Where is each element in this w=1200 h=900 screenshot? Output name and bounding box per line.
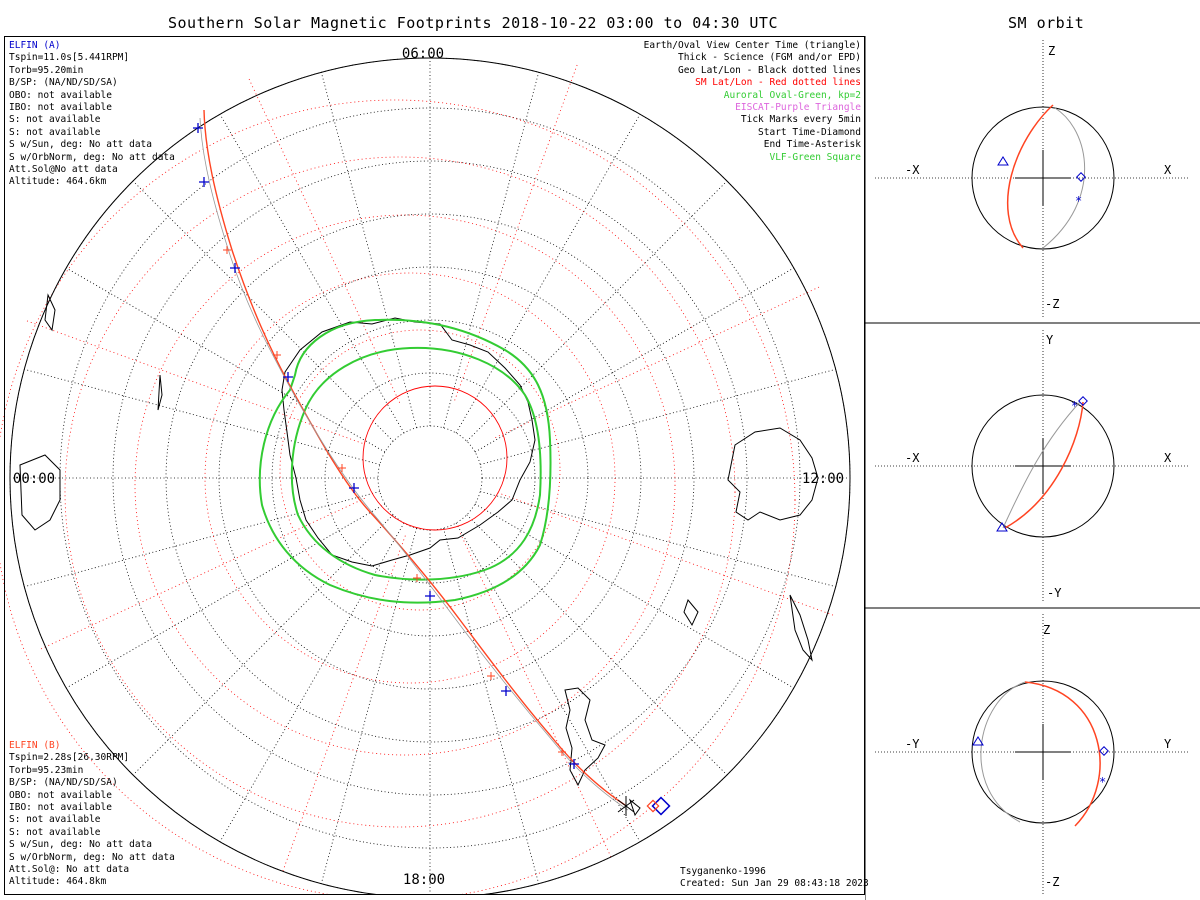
orbit-title: SM orbit	[1008, 14, 1085, 32]
elfin-b-line: S: not available	[9, 826, 101, 838]
panel3-left: -Y	[905, 737, 920, 751]
mlt-label-bottom: 18:00	[403, 872, 445, 888]
footprint-map: 06:00 00:00 12:00 18:00	[0, 46, 851, 895]
svg-text:*: *	[1071, 399, 1078, 413]
elfin-b-info: ELFIN (B) Tspin=2.28s[26.30RPM] Torb=95.…	[9, 740, 175, 889]
legend-item: Tick Marks every 5min	[740, 114, 861, 126]
created-label: Created: Sun Jan 29 08:43:18 2023	[680, 878, 869, 890]
elfin-a-line: S: not available	[9, 114, 101, 126]
legend-item: Geo Lat/Lon - Black dotted lines	[677, 64, 861, 76]
legend-item: Auroral Oval-Green, kp=2	[723, 89, 861, 101]
panel2-left: -X	[905, 451, 920, 465]
elfin-b-line: S w/OrbNorm, deg: No att data	[9, 851, 175, 863]
panel2-bottom: -Y	[1047, 586, 1062, 600]
legend-item: Thick - Science (FGM and/or EPD)	[677, 52, 861, 64]
elfin-a-line: S: not available	[9, 126, 101, 138]
mlt-label-top: 06:00	[402, 46, 444, 62]
elfin-a-line: S w/OrbNorm, deg: No att data	[9, 151, 175, 163]
elfin-b-line: Altitude: 464.8km	[9, 876, 107, 888]
panel3-top: Z	[1043, 623, 1050, 637]
elfin-a-line: Tspin=11.0s[5.441RPM]	[9, 52, 130, 64]
elfin-b-line: Tspin=2.28s[26.30RPM]	[9, 752, 130, 764]
legend-item: End Time-Asterisk	[763, 139, 861, 151]
elfin-a-line: Att.Sol@No att data	[9, 164, 118, 176]
sm-grid	[0, 63, 835, 895]
panel1-right: X	[1164, 163, 1172, 177]
mlt-label-left: 00:00	[13, 471, 55, 487]
orbit-panel-xy: * Y -Y -X X	[875, 330, 1190, 603]
elfin-a-line: OBO: not available	[9, 89, 112, 101]
elfin-b-line: IBO: not available	[9, 802, 112, 814]
legend-item: SM Lat/Lon - Red dotted lines	[695, 77, 861, 89]
orbit-panels: * Z -Z -X X * Y -Y -X X * Z -Z -Y	[865, 36, 1200, 900]
elfin-a-line: IBO: not available	[9, 102, 112, 114]
elfin-a-track	[199, 117, 629, 811]
elfin-b-line: S w/Sun, deg: No att data	[9, 839, 152, 851]
panel3-right: Y	[1164, 737, 1172, 751]
elfin-b-line: OBO: not available	[9, 789, 112, 801]
legend: Earth/Oval View Center Time (triangle) T…	[644, 40, 861, 164]
elfin-a-line: S w/Sun, deg: No att data	[9, 139, 152, 151]
elfin-b-track	[203, 109, 626, 806]
elfin-b-line: S: not available	[9, 814, 101, 826]
panel2-right: X	[1164, 451, 1172, 465]
mlt-label-right: 12:00	[802, 471, 844, 487]
elfin-a-line: Torb=95.20min	[9, 64, 84, 76]
legend-item: EISCAT-Purple Triangle	[735, 102, 861, 114]
elfin-b-name: ELFIN (B)	[9, 740, 61, 751]
model-label: Tsyganenko-1996	[680, 866, 766, 877]
elfin-b-ticks	[223, 246, 566, 756]
elfin-b-line: Att.Sol@: No att data	[9, 864, 130, 876]
panel3-bottom: -Z	[1045, 875, 1059, 889]
panel1-bottom: -Z	[1045, 297, 1059, 311]
legend-item: Earth/Oval View Center Time (triangle)	[643, 40, 861, 51]
elfin-a-line: Altitude: 464.6km	[9, 176, 107, 188]
elfin-b-line: Torb=95.23min	[9, 764, 84, 776]
elfin-a-info: ELFIN (A) Tspin=11.0s[5.441RPM] Torb=95.…	[9, 40, 175, 189]
panel1-left: -X	[905, 163, 920, 177]
footer: Tsyganenko-1996 Created: Sun Jan 29 08:4…	[680, 866, 869, 891]
orbit-panel-yz: * Z -Z -Y Y	[875, 614, 1190, 895]
elfin-a-line: B/SP: (NA/ND/SD/SA)	[9, 77, 118, 89]
legend-item: VLF-Green Square	[769, 151, 861, 163]
panel2-top: Y	[1046, 333, 1054, 347]
elfin-a-name: ELFIN (A)	[9, 40, 61, 51]
auroral-oval	[258, 318, 552, 604]
legend-item: Start Time-Diamond	[758, 126, 861, 138]
panel1-top: Z	[1048, 44, 1055, 58]
orbit-panel-xz: * Z -Z -X X	[875, 40, 1190, 318]
page-title: Southern Solar Magnetic Footprints 2018-…	[168, 14, 778, 32]
end-asterisk	[617, 796, 635, 816]
start-diamond	[646, 796, 671, 816]
elfin-a-ticks	[193, 123, 579, 769]
svg-text:*: *	[1099, 775, 1106, 789]
elfin-b-line: B/SP: (NA/ND/SD/SA)	[9, 777, 118, 789]
svg-text:*: *	[1075, 194, 1082, 208]
